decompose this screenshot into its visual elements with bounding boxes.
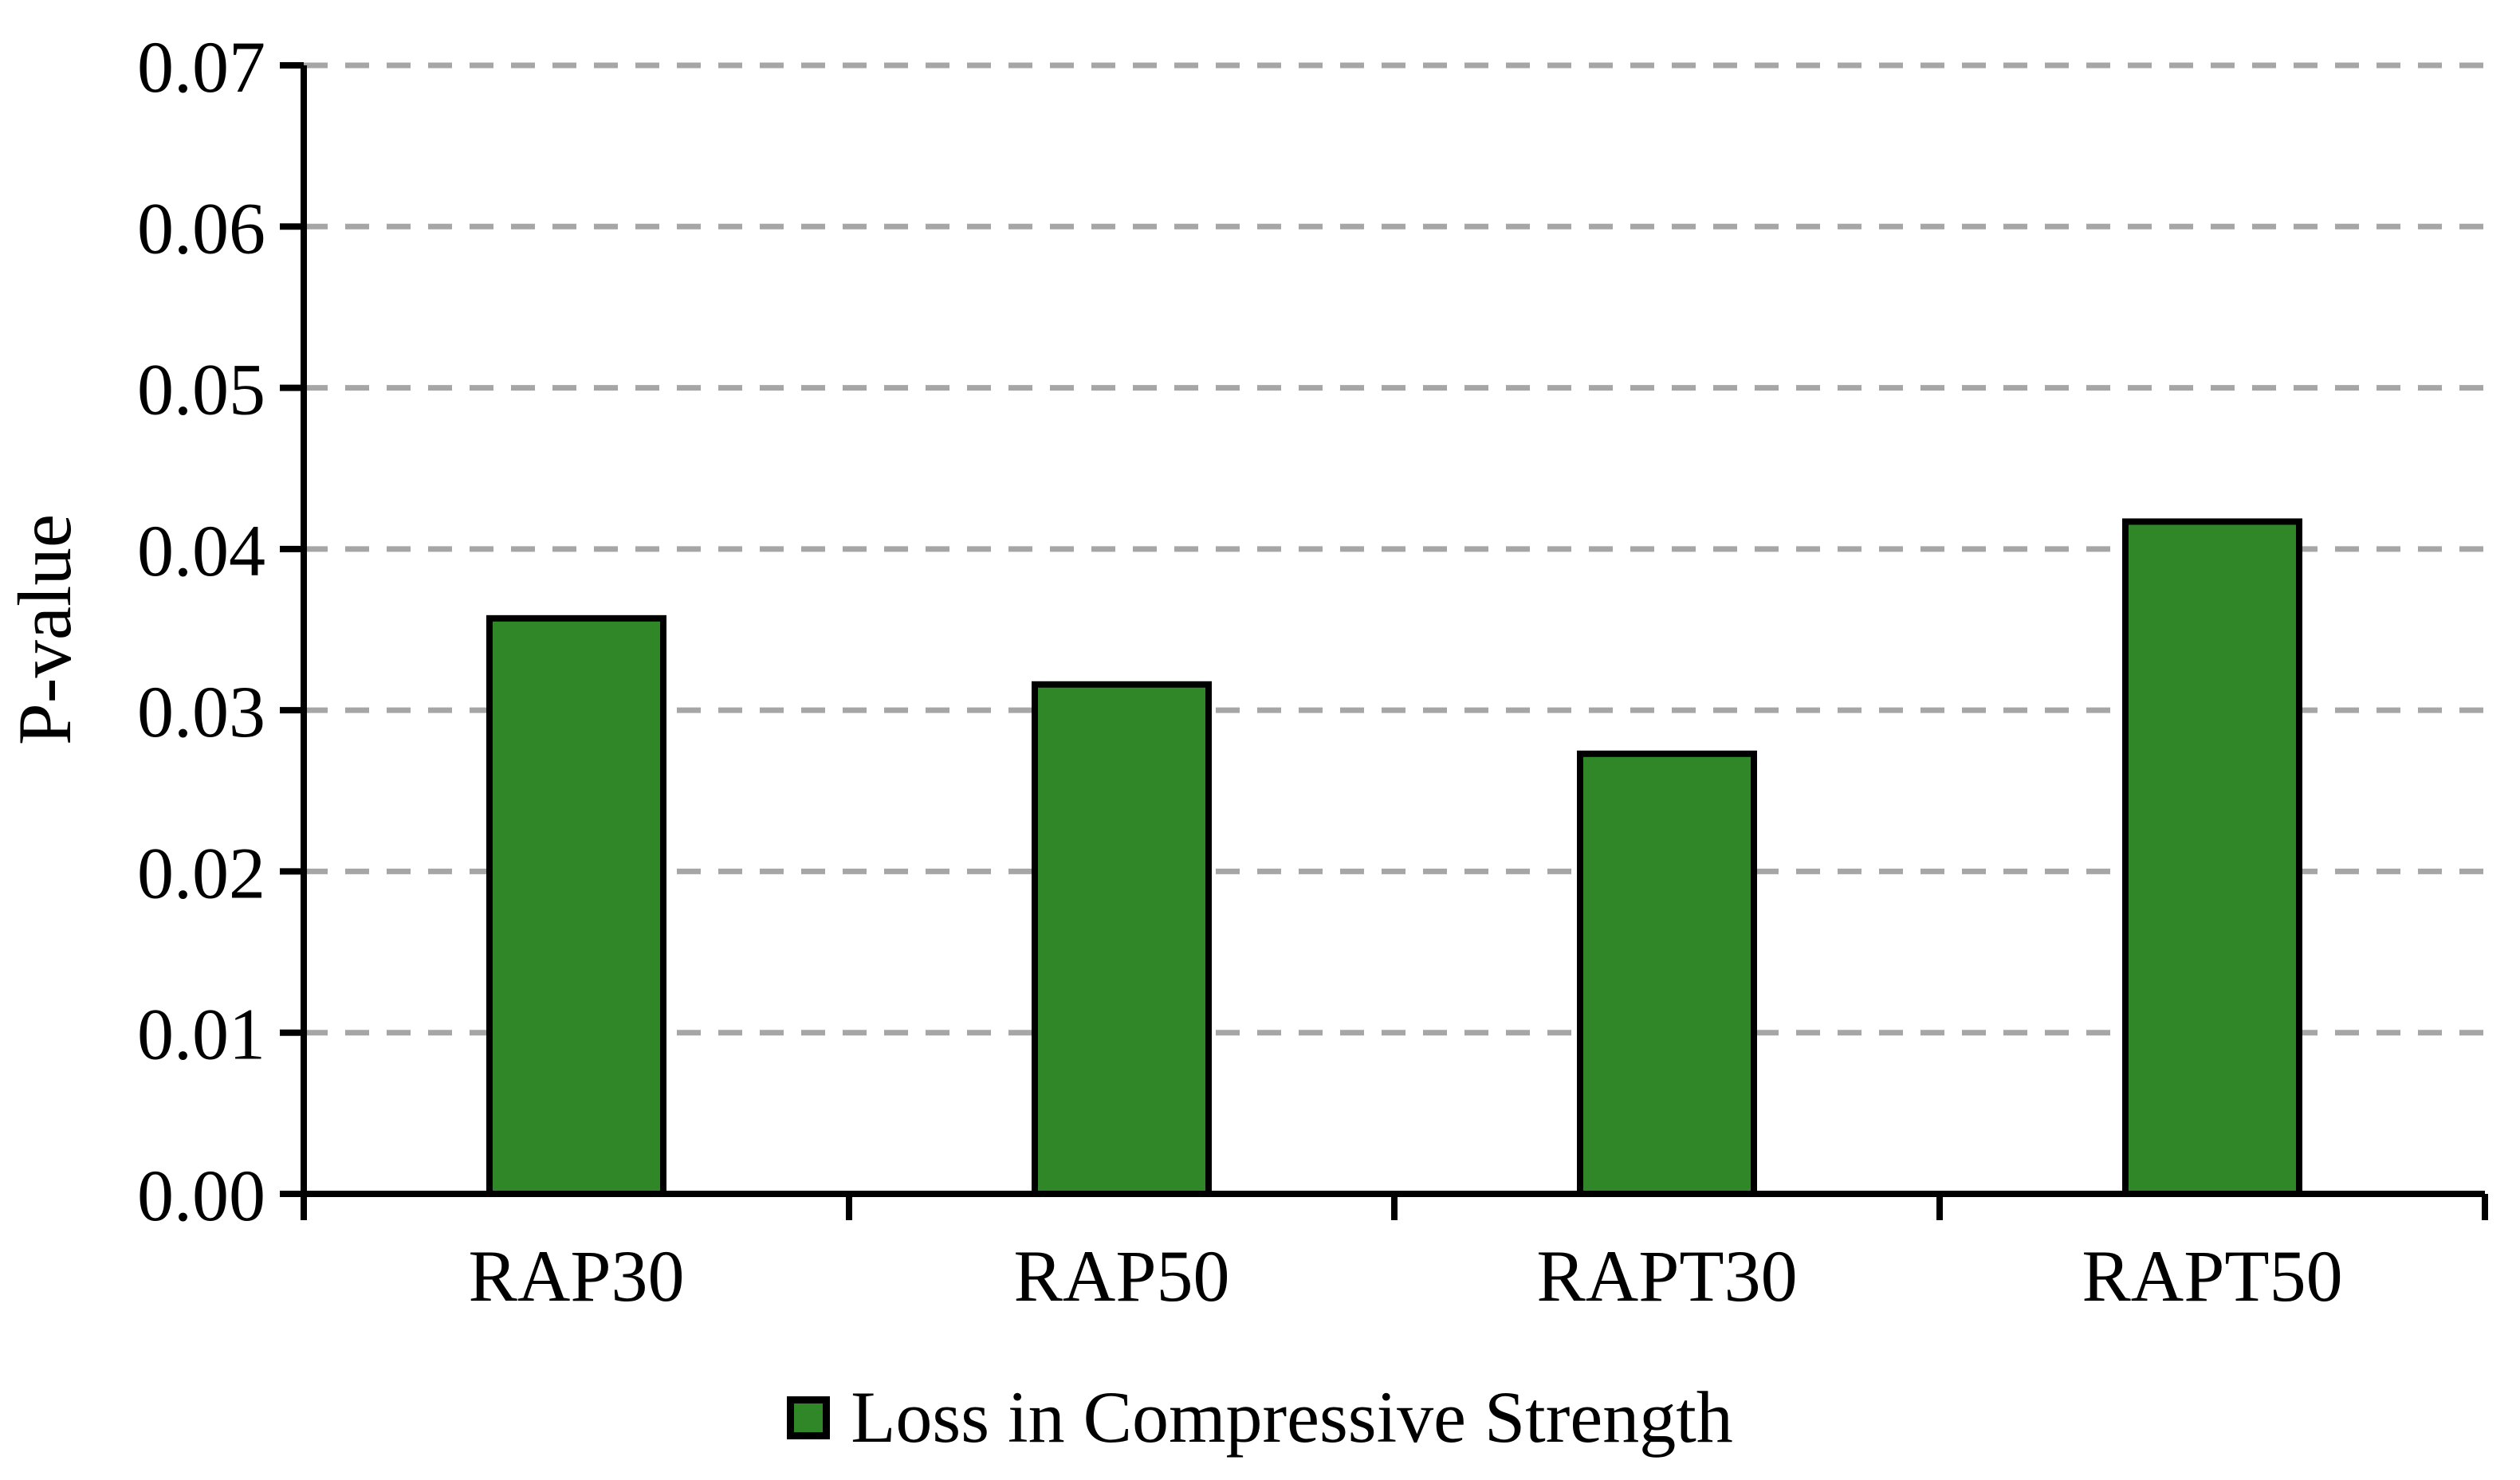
y-tick-label: 0.06 bbox=[137, 187, 265, 269]
bar bbox=[1032, 681, 1212, 1197]
y-tick-label: 0.01 bbox=[137, 994, 265, 1075]
y-axis-title: P-value bbox=[2, 514, 87, 745]
legend-label: Loss in Compressive Strength bbox=[851, 1376, 1733, 1458]
y-tick-label: 0.05 bbox=[137, 349, 265, 430]
x-tick-label: RAPT50 bbox=[2082, 1235, 2342, 1317]
x-tick-label: RAP50 bbox=[1014, 1235, 1230, 1317]
legend-marker-icon bbox=[787, 1396, 831, 1439]
bar bbox=[486, 614, 666, 1197]
y-tick-label: 0.03 bbox=[137, 671, 265, 752]
x-tick-label: RAP30 bbox=[469, 1235, 685, 1317]
y-tick-label: 0.02 bbox=[137, 832, 265, 913]
y-tick-label: 0.04 bbox=[137, 510, 265, 591]
y-tick-label: 0.07 bbox=[137, 26, 265, 108]
x-tick-label: RAPT30 bbox=[1536, 1235, 1797, 1317]
legend: Loss in Compressive Strength bbox=[0, 1376, 2520, 1460]
bar bbox=[1577, 750, 1757, 1197]
y-tick-label: 0.00 bbox=[137, 1155, 265, 1236]
bar bbox=[2122, 518, 2302, 1197]
